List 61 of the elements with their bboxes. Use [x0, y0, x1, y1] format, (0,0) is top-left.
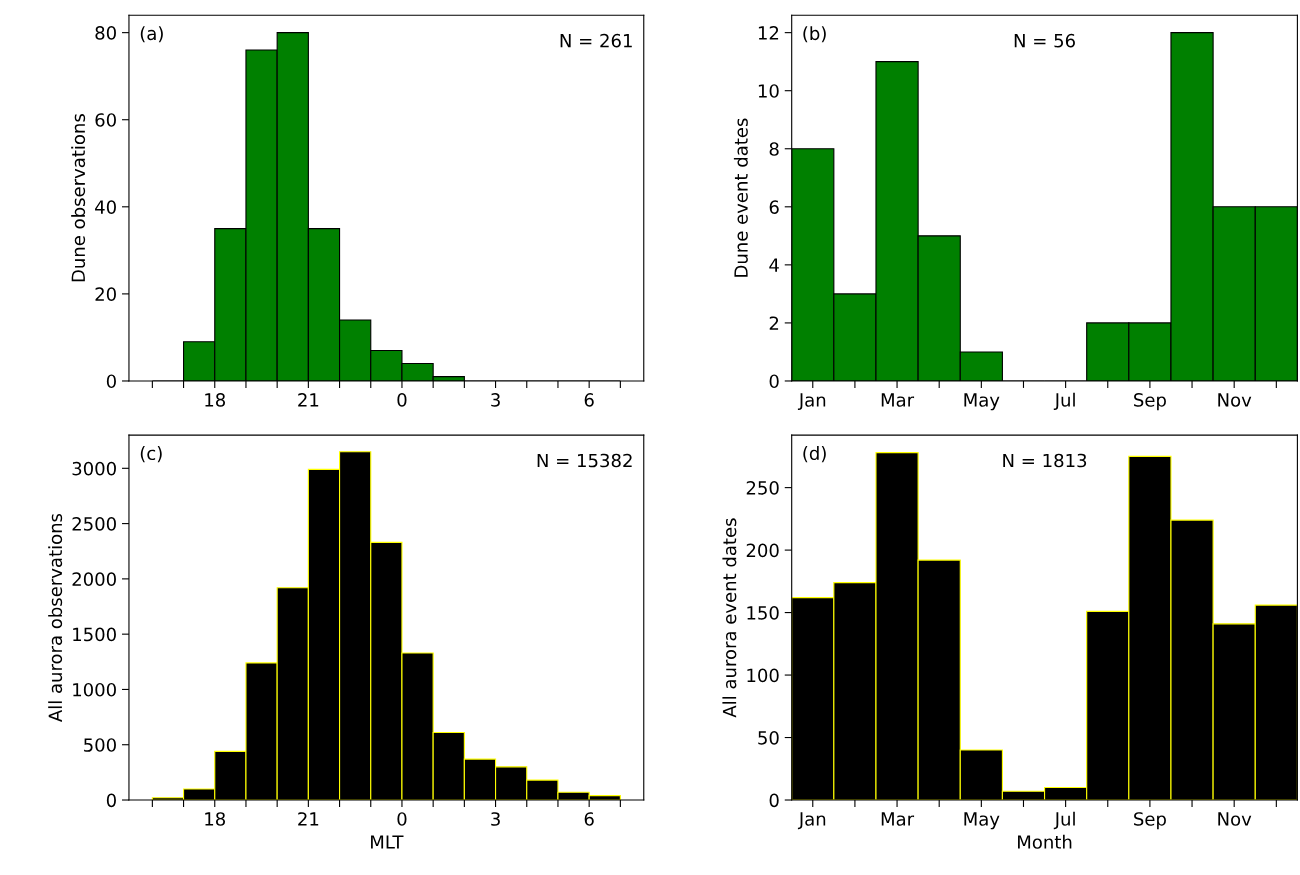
x-tick-label: 21: [298, 393, 319, 407]
x-tick-label: Mar: [881, 393, 915, 407]
annotation: (a): [140, 26, 163, 43]
annotation: (b): [803, 26, 826, 43]
y-tick-label: 0: [769, 374, 779, 389]
x-tick-label: Jul: [1053, 392, 1075, 411]
y-tick-label: 12: [758, 26, 779, 40]
x-tick-label: Jan: [797, 812, 826, 830]
annotation: (d): [803, 446, 826, 463]
x-tick-label: 0: [397, 393, 407, 407]
x-tick-label: 0: [397, 812, 407, 826]
x-tick-label: Sep: [1134, 393, 1166, 411]
x-tick-label: May: [964, 812, 1000, 830]
x-tick-label: 21: [298, 812, 319, 826]
x-tick-label: 18: [205, 393, 226, 407]
annotation: N = 261: [560, 33, 632, 48]
y-axis-title: All aurora observations: [48, 513, 63, 722]
y-axis-title: Dune event dates: [733, 118, 748, 277]
y-tick-label: 10: [758, 84, 779, 98]
y-tick-label: 50: [758, 730, 779, 745]
annotation: N = 15382: [537, 453, 632, 468]
y-tick-label: 0: [106, 793, 116, 808]
x-axis-title: Month: [1018, 834, 1072, 849]
y-tick-label: 80: [95, 26, 116, 40]
annotation: N = 1813: [1003, 453, 1087, 468]
y-tick-label: 0: [106, 374, 116, 389]
y-tick-label: 100: [747, 668, 779, 683]
x-tick-label: 3: [491, 393, 500, 407]
y-tick-label: 1500: [73, 627, 116, 642]
x-tick-label: Jan: [797, 393, 826, 411]
x-tick-label: Sep: [1134, 812, 1166, 830]
x-tick-label: Jul: [1053, 811, 1075, 830]
y-axis-title: All aurora event dates: [722, 518, 737, 718]
x-tick-label: 6: [584, 393, 594, 407]
x-tick-label: Mar: [881, 812, 915, 826]
annotation: N = 56: [1014, 33, 1075, 48]
y-tick-label: 0: [769, 793, 779, 808]
y-axis-title: Dune observations: [71, 114, 86, 282]
y-tick-label: 250: [746, 481, 779, 495]
y-tick-label: 1000: [73, 682, 116, 697]
y-tick-label: 3000: [72, 461, 116, 476]
y-tick-label: 200: [746, 543, 779, 558]
y-tick-label: 2: [769, 316, 779, 330]
x-axis-title: MLT: [371, 835, 404, 849]
y-tick-label: 4: [769, 258, 779, 272]
y-tick-label: 2000: [72, 572, 116, 586]
y-tick-label: 150: [747, 606, 779, 620]
y-tick-label: 40: [95, 200, 116, 214]
x-tick-label: May: [964, 393, 1000, 411]
y-tick-label: 500: [84, 738, 116, 752]
x-tick-label: Nov: [1218, 393, 1252, 407]
x-tick-label: Nov: [1218, 812, 1252, 826]
x-tick-label: 3: [491, 812, 500, 826]
y-tick-label: 20: [95, 287, 116, 302]
y-tick-label: 8: [769, 142, 779, 156]
x-tick-label: 18: [205, 812, 226, 826]
y-tick-label: 60: [95, 113, 116, 127]
x-tick-label: 6: [584, 812, 594, 826]
y-tick-label: 6: [769, 200, 779, 214]
annotation: (c): [140, 446, 162, 463]
y-tick-label: 2500: [72, 517, 116, 531]
